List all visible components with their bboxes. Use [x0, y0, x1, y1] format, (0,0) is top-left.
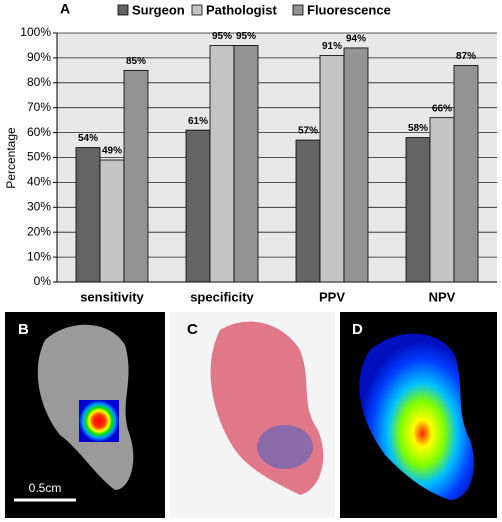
bar [405, 137, 431, 283]
fluorescence-tissue [359, 333, 474, 500]
bar [453, 64, 479, 283]
y-axis-label: Percentage [4, 127, 18, 189]
bar [233, 45, 259, 283]
legend-label: Pathologist [206, 2, 277, 17]
data-label: 66% [432, 103, 452, 114]
image-panel-c: C [170, 312, 335, 518]
bar [185, 129, 211, 283]
legend-swatch [191, 4, 203, 16]
bar [343, 47, 369, 283]
y-tick-label: 70% [27, 100, 51, 114]
legend-swatch [117, 4, 129, 16]
scale-bar-label: 0.5cm [29, 481, 62, 495]
data-label: 61% [188, 116, 208, 127]
y-tick-label: 40% [27, 175, 51, 189]
bar [429, 117, 455, 283]
x-tick-label: NPV [429, 289, 456, 304]
legend-label: Surgeon [132, 2, 185, 17]
data-label: 94% [346, 34, 366, 45]
y-tick-label: 20% [27, 224, 51, 238]
y-tick-label: 90% [27, 50, 51, 64]
bar [209, 45, 235, 283]
y-tick-label: 30% [27, 199, 51, 213]
bar [99, 159, 125, 283]
panel-label: D [352, 321, 363, 338]
data-label: 49% [102, 146, 122, 157]
tumor-region [257, 425, 313, 469]
data-label: 95% [236, 31, 256, 42]
panel-label: A [60, 1, 70, 17]
bar [75, 147, 101, 283]
legend-swatch [292, 4, 304, 16]
y-tick-label: 10% [27, 249, 51, 263]
data-label: 85% [126, 56, 146, 67]
x-tick-label: specificity [190, 289, 254, 304]
data-label: 91% [322, 41, 342, 52]
x-tick-label: sensitivity [80, 289, 144, 304]
legend-label: Fluorescence [307, 2, 391, 17]
data-label: 87% [456, 51, 476, 62]
fluorescence-spot [79, 400, 119, 442]
data-label: 58% [408, 123, 428, 134]
bar-chart: A Percentage 0% 10% 20% 30% 40% 50% 60% 70% 80% 9… [4, 1, 497, 304]
y-tick-label: 0% [34, 274, 52, 288]
data-label: 57% [298, 126, 318, 137]
image-panel-d: D [340, 312, 497, 518]
data-label: 54% [78, 133, 98, 144]
y-tick-label: 60% [27, 125, 51, 139]
y-tick-label: 50% [27, 150, 51, 164]
bar [123, 69, 149, 283]
panel-label: B [18, 321, 29, 338]
image-panel-b: 0.5cm B [5, 312, 165, 518]
y-tick-label: 80% [27, 75, 51, 89]
x-tick-label: PPV [319, 289, 345, 304]
y-tick-label: 100% [20, 25, 51, 39]
panel-label: C [187, 321, 198, 338]
bar [295, 139, 321, 283]
bar [319, 55, 345, 283]
data-label: 95% [212, 31, 232, 42]
